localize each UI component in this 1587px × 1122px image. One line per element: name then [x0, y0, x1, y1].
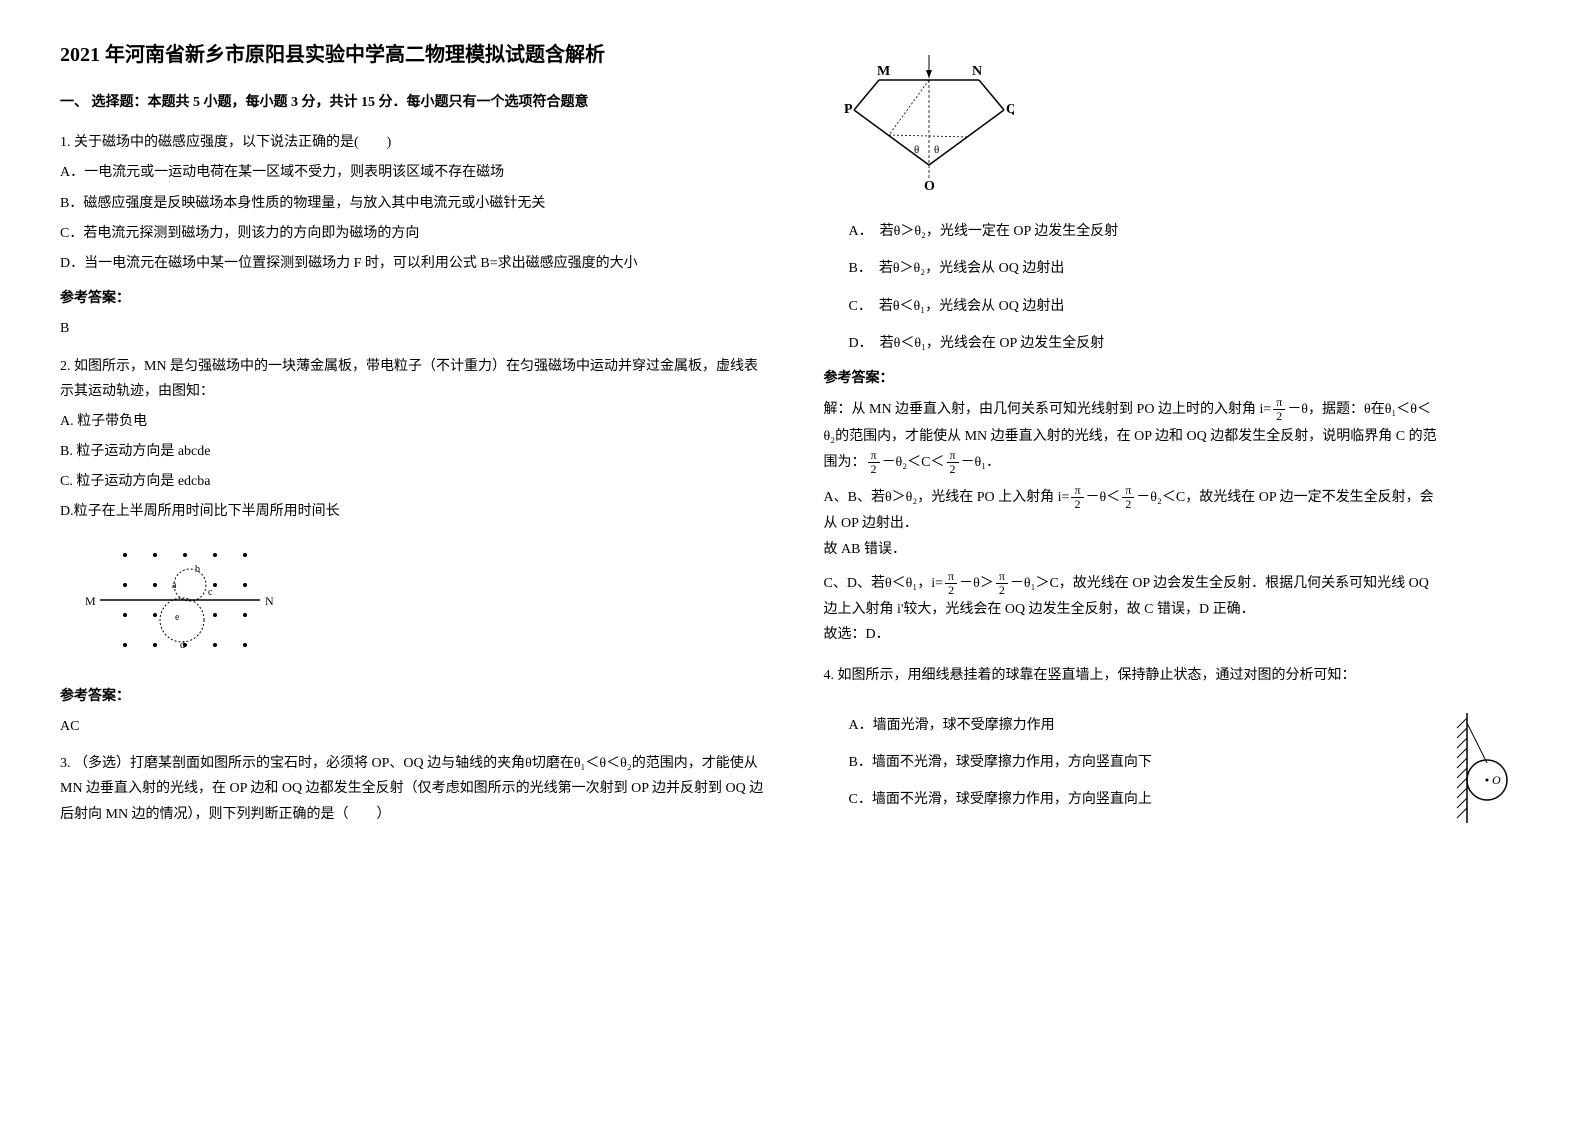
q1-answer-label: 参考答案： [60, 286, 764, 311]
svg-text:θ: θ [934, 144, 939, 156]
svg-text:O: O [1492, 773, 1501, 787]
q3-answer-label: 参考答案： [824, 366, 1528, 391]
q3-opt-a: A． 若θ＞θ₂，光线一定在 OP 边发生全反射 [849, 219, 1528, 244]
q1-opt-d: D．当一电流元在磁场中某一位置探测到磁场力 F 时，可以利用公式 B=求出磁感应… [60, 251, 764, 276]
svg-text:P: P [844, 102, 853, 117]
svg-text:d: d [180, 640, 185, 651]
sol-line7: C、D、若θ＜θ₁，i=π2－θ＞π2－θ₁＞C，故光线在 OP 边会发生全反射… [824, 570, 1528, 597]
q3-stem: 3. （多选）打磨某剖面如图所示的宝石时，必须将 OP、OQ 边与轴线的夹角θ切… [60, 751, 764, 827]
q1-stem: 1. 关于磁场中的磁感应强度，以下说法正确的是( ) [60, 130, 764, 155]
q2-opt-a: A. 粒子带负电 [60, 409, 764, 434]
question-4: 4. 如图所示，用细线悬挂着的球靠在竖直墙上，保持静止状态，通过对图的分析可知：… [824, 663, 1528, 837]
section-header: 一、 选择题：本题共 5 小题，每小题 3 分，共计 15 分．每小题只有一个选… [60, 90, 764, 115]
question-1: 1. 关于磁场中的磁感应强度，以下说法正确的是( ) A．一电流元或一运动电荷在… [60, 130, 764, 341]
q2-diagram: M N a b c d e [80, 540, 764, 669]
q2-stem: 2. 如图所示，MN 是匀强磁场中的一块薄金属板，带电粒子（不计重力）在匀强磁场… [60, 354, 764, 404]
question-2: 2. 如图所示，MN 是匀强磁场中的一块薄金属板，带电粒子（不计重力）在匀强磁场… [60, 354, 764, 740]
svg-text:M: M [85, 594, 96, 608]
sol-line8: 边上入射角 i'较大，光线会在 OQ 边发生全反射，故 C 错误，D 正确． [824, 597, 1528, 622]
svg-text:a: a [172, 580, 177, 591]
q4-diagram: O [1447, 708, 1527, 837]
q3-opt-c: C． 若θ＜θ₁，光线会从 OQ 边射出 [849, 294, 1528, 319]
q2-opt-d: D.粒子在上半周所用时间比下半周所用时间长 [60, 499, 764, 524]
q3-opt-b: B． 若θ＞θ₂，光线会从 OQ 边射出 [849, 256, 1528, 281]
q1-opt-b: B．磁感应强度是反映磁场本身性质的物理量，与放入其中电流元或小磁针无关 [60, 191, 764, 216]
svg-text:N: N [972, 64, 982, 79]
sol-line5: 从 OP 边射出． [824, 511, 1528, 536]
sol-line3: 围为：π2－θ₂＜C＜π2－θ₁． [824, 449, 1528, 476]
q3-diagram: M N P Q O θ θ [844, 55, 1528, 204]
q1-opt-c: C．若电流元探测到磁场力，则该力的方向即为磁场的方向 [60, 221, 764, 246]
q2-answer: AC [60, 714, 764, 739]
q4-stem: 4. 如图所示，用细线悬挂着的球靠在竖直墙上，保持静止状态，通过对图的分析可知： [824, 663, 1528, 688]
left-column: 2021 年河南省新乡市原阳县实验中学高二物理模拟试题含解析 一、 选择题：本题… [60, 40, 764, 849]
svg-text:M: M [877, 64, 890, 79]
q1-opt-a: A．一电流元或一运动电荷在某一区域不受力，则表明该区域不存在磁场 [60, 160, 764, 185]
sol-line1: 解：从 MN 边垂直入射，由几何关系可知光线射到 PO 边上时的入射角 i=π2… [824, 396, 1528, 423]
right-column: M N P Q O θ θ A． 若θ＞θ₂，光线一定在 OP 边发生全反射 B… [824, 40, 1528, 849]
sol-line4: A、B、若θ＞θ₂，光线在 PO 上入射角 i=π2－θ＜π2－θ₂＜C，故光线… [824, 484, 1528, 511]
svg-text:N: N [265, 594, 274, 608]
q4-opt-b: B．墙面不光滑，球受摩擦力作用，方向竖直向下 [849, 750, 1428, 775]
svg-text:O: O [924, 179, 935, 194]
q2-opt-c: C. 粒子运动方向是 edcba [60, 469, 764, 494]
q2-answer-label: 参考答案： [60, 684, 764, 709]
svg-text:b: b [195, 564, 200, 575]
svg-text:e: e [175, 612, 180, 623]
page-title: 2021 年河南省新乡市原阳县实验中学高二物理模拟试题含解析 [60, 40, 764, 70]
q3-solution: 解：从 MN 边垂直入射，由几何关系可知光线射到 PO 边上时的入射角 i=π2… [824, 396, 1528, 647]
q3-opt-d: D． 若θ＜θ₁，光线会在 OP 边发生全反射 [849, 331, 1528, 356]
sol-line2: θ₂的范围内，才能使从 MN 边垂直入射的光线，在 OP 边和 OQ 边都发生全… [824, 424, 1528, 449]
q1-answer: B [60, 316, 764, 341]
svg-text:c: c [208, 587, 213, 598]
q2-opt-b: B. 粒子运动方向是 abcde [60, 439, 764, 464]
sol-line6: 故 AB 错误． [824, 537, 1528, 562]
svg-text:Q: Q [1006, 102, 1014, 117]
svg-text:θ: θ [914, 144, 919, 156]
question-3-stem: 3. （多选）打磨某剖面如图所示的宝石时，必须将 OP、OQ 边与轴线的夹角θ切… [60, 751, 764, 827]
q4-opt-c: C．墙面不光滑，球受摩擦力作用，方向竖直向上 [849, 787, 1428, 812]
q4-opt-a: A．墙面光滑，球不受摩擦力作用 [849, 713, 1428, 738]
sol-line9: 故选：D． [824, 622, 1528, 647]
